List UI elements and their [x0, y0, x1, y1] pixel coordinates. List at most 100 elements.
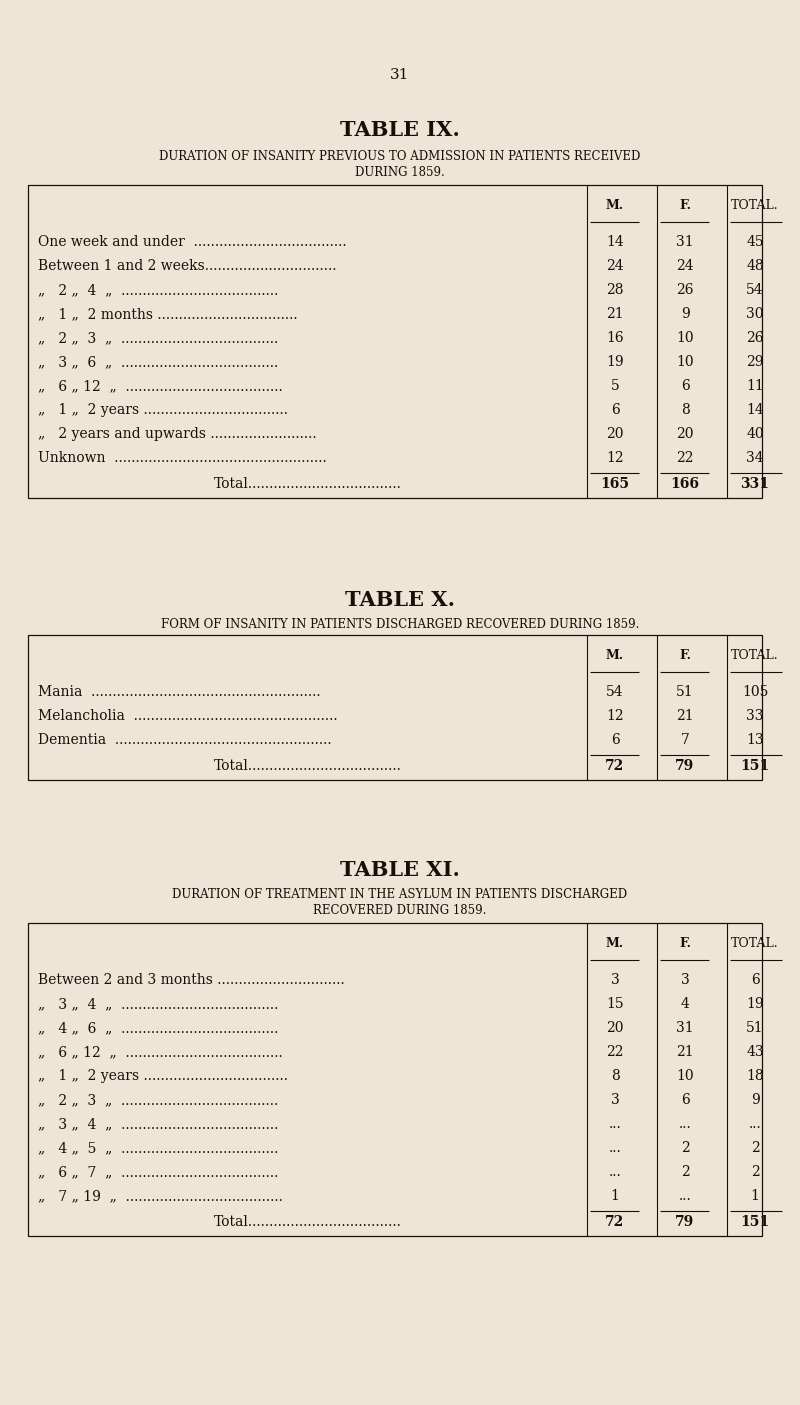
- Text: TOTAL.: TOTAL.: [731, 649, 779, 662]
- Text: DURATION OF INSANITY PREVIOUS TO ADMISSION IN PATIENTS RECEIVED: DURATION OF INSANITY PREVIOUS TO ADMISSI…: [159, 150, 641, 163]
- Text: 21: 21: [676, 710, 694, 724]
- Text: „   2 „  4  „  .....................................: „ 2 „ 4 „ ..............................…: [38, 282, 278, 296]
- Text: 79: 79: [675, 1215, 694, 1229]
- Text: 33: 33: [746, 710, 764, 724]
- Text: 20: 20: [606, 427, 624, 441]
- Text: 13: 13: [746, 733, 764, 747]
- Text: TABLE X.: TABLE X.: [345, 590, 455, 610]
- Text: 10: 10: [676, 355, 694, 370]
- Text: 12: 12: [606, 710, 624, 724]
- Text: „   7 „ 19  „  .....................................: „ 7 „ 19 „ .............................…: [38, 1189, 283, 1203]
- Text: 48: 48: [746, 259, 764, 273]
- Text: Melancholia  ................................................: Melancholia ............................…: [38, 710, 338, 724]
- Text: 5: 5: [610, 379, 619, 393]
- Text: „   4 „  6  „  .....................................: „ 4 „ 6 „ ..............................…: [38, 1021, 278, 1035]
- Text: TABLE XI.: TABLE XI.: [340, 860, 460, 880]
- Text: 54: 54: [746, 282, 764, 296]
- Text: 26: 26: [746, 332, 764, 346]
- Text: 9: 9: [681, 308, 690, 320]
- Text: 3: 3: [681, 974, 690, 986]
- Text: 151: 151: [741, 759, 770, 773]
- Text: ...: ...: [678, 1117, 691, 1131]
- Text: ...: ...: [609, 1165, 622, 1179]
- Text: 24: 24: [606, 259, 624, 273]
- Text: 14: 14: [746, 403, 764, 417]
- Text: 72: 72: [606, 1215, 625, 1229]
- Text: 2: 2: [750, 1165, 759, 1179]
- Text: M.: M.: [606, 937, 624, 950]
- Text: 3: 3: [610, 1093, 619, 1107]
- Text: 2: 2: [681, 1141, 690, 1155]
- Text: „   3 „  4  „  .....................................: „ 3 „ 4 „ ..............................…: [38, 998, 278, 1012]
- Text: F.: F.: [679, 649, 691, 662]
- Text: 3: 3: [610, 974, 619, 986]
- Text: 24: 24: [676, 259, 694, 273]
- Text: M.: M.: [606, 649, 624, 662]
- Text: 45: 45: [746, 235, 764, 249]
- Text: 151: 151: [741, 1215, 770, 1229]
- Text: 21: 21: [606, 308, 624, 320]
- Text: ...: ...: [609, 1141, 622, 1155]
- Text: 15: 15: [606, 998, 624, 1012]
- Text: 6: 6: [610, 403, 619, 417]
- Text: 19: 19: [746, 998, 764, 1012]
- Text: 8: 8: [681, 403, 690, 417]
- Text: DURATION OF TREATMENT IN THE ASYLUM IN PATIENTS DISCHARGED: DURATION OF TREATMENT IN THE ASYLUM IN P…: [173, 888, 627, 901]
- Text: 51: 51: [746, 1021, 764, 1035]
- Text: „   2 „  3  „  .....................................: „ 2 „ 3 „ ..............................…: [38, 1093, 278, 1107]
- Text: 9: 9: [750, 1093, 759, 1107]
- Text: One week and under  ....................................: One week and under .....................…: [38, 235, 346, 249]
- Text: 29: 29: [746, 355, 764, 370]
- Text: 18: 18: [746, 1069, 764, 1083]
- Text: 51: 51: [676, 686, 694, 700]
- Text: F.: F.: [679, 198, 691, 212]
- Text: 166: 166: [670, 478, 699, 490]
- Text: 31: 31: [676, 1021, 694, 1035]
- Text: Unknown  ..................................................: Unknown ................................…: [38, 451, 326, 465]
- Text: 10: 10: [676, 1069, 694, 1083]
- Text: „   1 „  2 years ..................................: „ 1 „ 2 years ..........................…: [38, 403, 288, 417]
- Text: Total....................................: Total...................................…: [214, 1215, 402, 1229]
- Text: 6: 6: [681, 379, 690, 393]
- Bar: [28, 635, 762, 780]
- Text: 40: 40: [746, 427, 764, 441]
- Text: Between 2 and 3 months ..............................: Between 2 and 3 months .................…: [38, 974, 345, 986]
- Text: 20: 20: [606, 1021, 624, 1035]
- Text: 10: 10: [676, 332, 694, 346]
- Text: ...: ...: [678, 1189, 691, 1203]
- Text: 7: 7: [681, 733, 690, 747]
- Text: 2: 2: [750, 1141, 759, 1155]
- Text: 54: 54: [606, 686, 624, 700]
- Text: 26: 26: [676, 282, 694, 296]
- Text: 6: 6: [681, 1093, 690, 1107]
- Text: 21: 21: [676, 1045, 694, 1059]
- Text: „   1 „  2 months .................................: „ 1 „ 2 months .........................…: [38, 308, 298, 320]
- Text: „   3 „  4  „  .....................................: „ 3 „ 4 „ ..............................…: [38, 1117, 278, 1131]
- Text: „   4 „  5  „  .....................................: „ 4 „ 5 „ ..............................…: [38, 1141, 278, 1155]
- Text: DURING 1859.: DURING 1859.: [355, 166, 445, 178]
- Text: 22: 22: [676, 451, 694, 465]
- Text: FORM OF INSANITY IN PATIENTS DISCHARGED RECOVERED DURING 1859.: FORM OF INSANITY IN PATIENTS DISCHARGED …: [161, 618, 639, 631]
- Text: Total....................................: Total...................................…: [214, 478, 402, 490]
- Text: 16: 16: [606, 332, 624, 346]
- Text: F.: F.: [679, 937, 691, 950]
- Text: „   6 „ 12  „  .....................................: „ 6 „ 12 „ .............................…: [38, 1045, 282, 1059]
- Text: Between 1 and 2 weeks...............................: Between 1 and 2 weeks...................…: [38, 259, 337, 273]
- Text: „   2 years and upwards .........................: „ 2 years and upwards ..................…: [38, 427, 317, 441]
- Text: Total....................................: Total...................................…: [214, 759, 402, 773]
- Text: „   1 „  2 years ..................................: „ 1 „ 2 years ..........................…: [38, 1069, 288, 1083]
- Text: 12: 12: [606, 451, 624, 465]
- Text: 165: 165: [601, 478, 630, 490]
- Text: 4: 4: [681, 998, 690, 1012]
- Text: 1: 1: [750, 1189, 759, 1203]
- Text: 11: 11: [746, 379, 764, 393]
- Text: 20: 20: [676, 427, 694, 441]
- Text: ...: ...: [609, 1117, 622, 1131]
- Text: „   3 „  6  „  .....................................: „ 3 „ 6 „ ..............................…: [38, 355, 278, 370]
- Text: 1: 1: [610, 1189, 619, 1203]
- Text: 43: 43: [746, 1045, 764, 1059]
- Text: 331: 331: [741, 478, 770, 490]
- Bar: [28, 923, 762, 1236]
- Bar: [28, 185, 762, 497]
- Text: Mania  ......................................................: Mania ..................................…: [38, 686, 321, 700]
